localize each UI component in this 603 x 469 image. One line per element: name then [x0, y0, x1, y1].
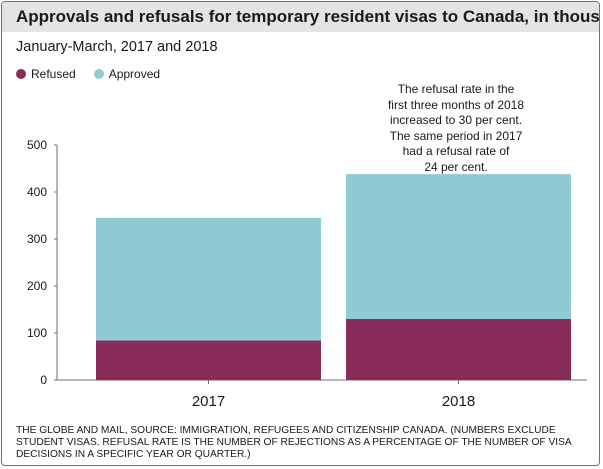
bar-refused-2018	[346, 319, 571, 380]
x-tick-label: 2018	[442, 393, 475, 410]
annotation-line: The same period in 2017	[370, 129, 542, 145]
annotation-line: increased to 30 per cent.	[370, 113, 542, 129]
bar-approved-2018	[346, 174, 571, 319]
annotation-line: 24 per cent.	[370, 160, 542, 176]
y-tick-label: 200	[27, 279, 47, 293]
y-tick-label: 500	[27, 138, 47, 152]
annotation-line: had a refusal rate of	[370, 144, 542, 160]
annotation-line: first three months of 2018	[370, 98, 542, 114]
y-tick-label: 400	[27, 185, 47, 199]
annotation-line: The refusal rate in the	[370, 82, 542, 98]
x-tick-label: 2017	[192, 393, 225, 410]
annotation: The refusal rate in the first three mont…	[370, 82, 542, 175]
y-tick-label: 0	[40, 373, 47, 387]
y-tick-label: 300	[27, 232, 47, 246]
source-note: THE GLOBE AND MAIL, SOURCE: IMMIGRATION,…	[16, 425, 596, 462]
bar-approved-2017	[96, 218, 321, 341]
y-tick-label: 100	[27, 326, 47, 340]
bar-refused-2017	[96, 341, 321, 380]
